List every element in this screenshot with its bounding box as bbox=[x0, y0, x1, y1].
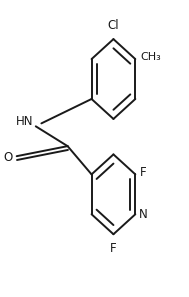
Text: O: O bbox=[3, 151, 12, 164]
Text: HN: HN bbox=[15, 116, 33, 128]
Text: Cl: Cl bbox=[108, 19, 119, 32]
Text: N: N bbox=[139, 208, 147, 221]
Text: F: F bbox=[110, 242, 117, 255]
Text: F: F bbox=[139, 166, 146, 179]
Text: CH₃: CH₃ bbox=[141, 52, 161, 62]
